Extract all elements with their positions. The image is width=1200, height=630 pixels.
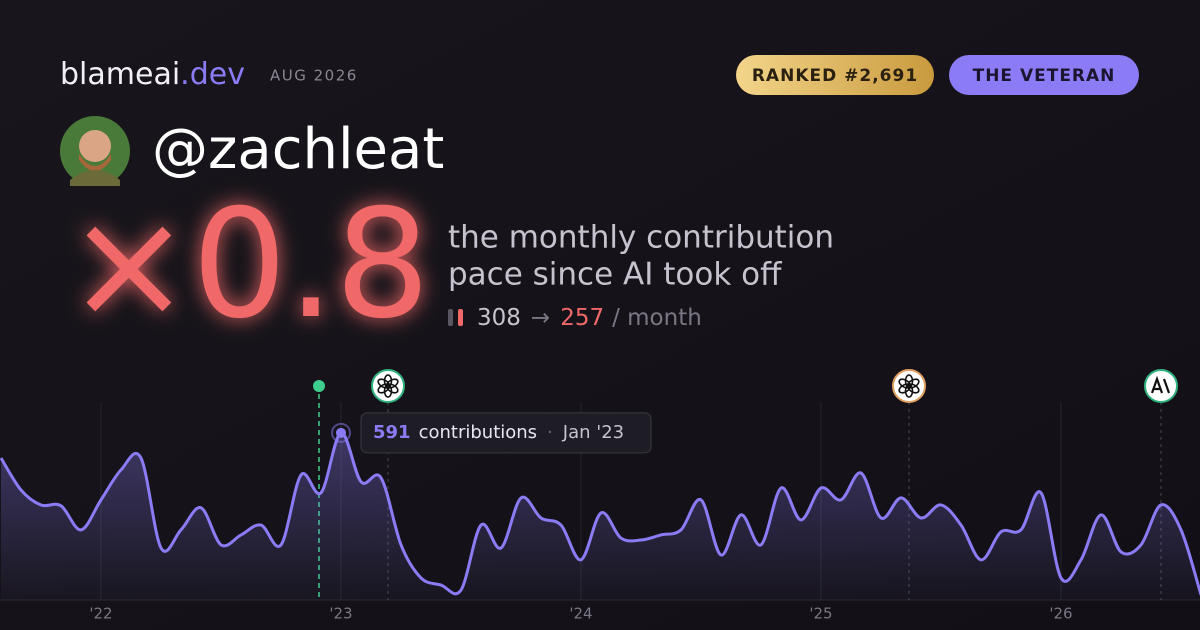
tooltip-value: 591 — [373, 422, 411, 443]
rank-badge-text: RANKED #2,691 — [752, 66, 918, 86]
area — [1, 432, 1200, 600]
date: AUG 2026 — [270, 67, 358, 85]
x-tick-label: '24 — [569, 605, 592, 623]
x-tick-label: '22 — [89, 605, 112, 623]
event-icon-glyph — [1150, 375, 1171, 394]
chart: '22 '23 '24 '25 '26 591 contributions · Jan '23 — [0, 369, 1200, 623]
highlight-ring — [331, 422, 351, 443]
rank-badge — [736, 55, 934, 95]
tooltip — [360, 412, 652, 454]
caption: the monthly contribution — [448, 220, 834, 256]
event-icon — [892, 369, 926, 403]
event-dot — [313, 380, 325, 392]
pace-unit: / month — [612, 305, 702, 331]
pace-icon — [458, 309, 463, 326]
handle: @zachleat — [152, 117, 444, 182]
pace-before: 308 — [477, 305, 521, 331]
x-tick-label: '25 — [809, 605, 832, 623]
x-tick-label: '26 — [1049, 605, 1072, 623]
event-icon — [371, 369, 405, 403]
tooltip-unit: contributions — [419, 422, 537, 443]
pace-arrow: → — [531, 305, 550, 331]
line — [0, 431, 1200, 596]
title-badge-text: THE VETERAN — [973, 66, 1116, 86]
event-icon-petal — [898, 378, 911, 389]
event-icon-petal — [377, 378, 390, 389]
title-badge — [949, 55, 1139, 95]
x-tick-label: '23 — [329, 605, 352, 623]
multiplier: ×0.8 — [66, 178, 430, 352]
highlight-point — [336, 427, 346, 438]
avatar — [60, 116, 130, 186]
caption: pace since AI took off — [448, 257, 782, 293]
tooltip-text: 591 contributions · Jan '23 — [373, 422, 624, 443]
event-icon — [1144, 369, 1178, 403]
brand-name: blameai — [60, 57, 180, 92]
brand-suffix: .dev — [180, 57, 245, 92]
tooltip-separator: · — [547, 422, 553, 443]
pace-icon — [448, 309, 453, 326]
pace-after: 257 — [560, 305, 604, 331]
tooltip-date: Jan '23 — [562, 422, 624, 443]
brand: blameai.dev — [60, 57, 245, 92]
pace: 308 → 257 / month — [477, 305, 702, 331]
